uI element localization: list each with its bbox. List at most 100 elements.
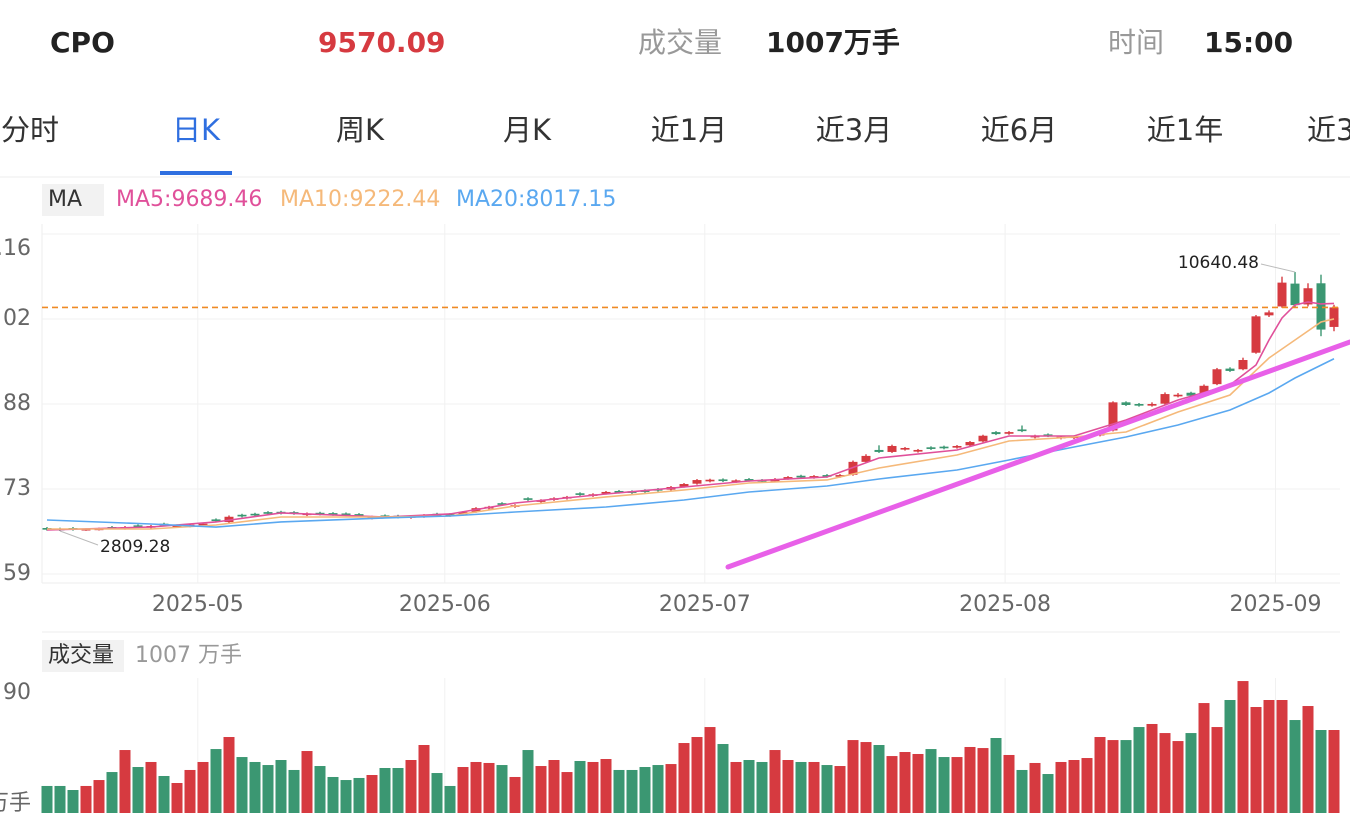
volume-bar	[912, 753, 924, 813]
volume-bar	[652, 765, 664, 813]
volume-bar	[938, 757, 950, 813]
time-label: 时间	[1108, 26, 1164, 59]
volume-bar	[1250, 707, 1262, 813]
candle-body	[341, 513, 351, 516]
volume-bar	[197, 761, 209, 813]
volume-bar	[1276, 700, 1288, 813]
legend-item: MA20:8017.15	[456, 187, 616, 212]
volume-bar	[964, 746, 976, 813]
volume-bar	[470, 761, 482, 813]
candle-body	[900, 447, 910, 450]
ma-line	[46, 358, 1335, 528]
volume-bar	[639, 767, 651, 813]
price: 9570.09	[318, 26, 446, 59]
volume-bar	[509, 776, 521, 813]
y-tick-label: 59	[3, 561, 31, 586]
volume-bar	[873, 745, 885, 813]
tab[interactable]: 近6月	[981, 113, 1057, 147]
candle-body	[315, 512, 325, 515]
legend-tag: MA	[48, 187, 82, 212]
volume-bar	[600, 759, 612, 813]
volume-bar	[288, 769, 300, 813]
candle-body	[1108, 402, 1118, 431]
candle-body	[328, 513, 338, 515]
volume-bar	[1016, 769, 1028, 813]
tab[interactable]: 近3	[1307, 113, 1350, 147]
volume-bar	[1120, 740, 1132, 813]
ma-line	[47, 318, 1335, 530]
candle-body	[978, 435, 988, 442]
symbol: CPO	[50, 26, 115, 59]
candle-body	[913, 449, 923, 452]
tab[interactable]: 月K	[503, 113, 552, 147]
candle-body	[705, 479, 715, 482]
volume-bar	[418, 745, 430, 813]
candle-body	[1290, 283, 1300, 306]
volume-bar	[457, 767, 469, 813]
candle-body	[445, 514, 455, 516]
candle-body	[1329, 307, 1339, 327]
candle-body	[354, 514, 364, 516]
volume-bar	[41, 785, 53, 813]
candle-body	[1134, 403, 1144, 406]
volume-bar	[990, 738, 1002, 813]
plot: .16 02 88 73 59 2025-05 2025-06 2025-07 2025-08 2…	[0, 187, 1340, 816]
volume-bar	[730, 761, 742, 813]
volume-bar	[327, 776, 339, 813]
candle-body	[692, 480, 702, 484]
candle-body	[965, 442, 975, 446]
candle-body	[939, 446, 949, 449]
volume-bar	[899, 752, 911, 813]
volume-bar	[405, 760, 417, 813]
volume-bar	[691, 737, 703, 813]
volume-bar	[886, 756, 898, 813]
tab-active[interactable]: 日K	[172, 113, 221, 147]
volume-bar	[1003, 754, 1015, 813]
volume-bar	[301, 751, 313, 813]
volume-bar	[1107, 740, 1119, 813]
annotation-leader	[59, 530, 99, 546]
candle-body	[887, 445, 897, 452]
volume-bar	[67, 790, 79, 813]
volume-bar	[795, 761, 807, 813]
tab[interactable]: 近3月	[816, 113, 892, 147]
volume-bar	[236, 757, 248, 813]
time-value: 15:00	[1204, 26, 1293, 59]
volume-bar	[925, 749, 937, 813]
volume-bar	[80, 785, 92, 813]
volume-bar	[210, 749, 222, 813]
volume-bar	[951, 757, 963, 813]
volume-bar	[626, 769, 638, 813]
candle-body	[718, 479, 728, 482]
v-tick-label: 90	[3, 680, 31, 705]
tab[interactable]: 周K	[336, 113, 385, 147]
candle-body	[874, 449, 884, 452]
volume-bar	[535, 766, 547, 813]
x-tick-label: 2025-08	[959, 592, 1051, 617]
volume-bar	[444, 785, 456, 813]
legend-tag-box	[42, 184, 104, 216]
volume-bar	[1224, 700, 1236, 813]
candle-body	[744, 479, 754, 481]
volume-bar	[366, 775, 378, 813]
volume-value: 1007万手	[766, 26, 900, 59]
volume-bar	[860, 742, 872, 813]
tab[interactable]: 分时	[1, 113, 59, 147]
volume-bar	[1146, 723, 1158, 813]
candle-body	[133, 525, 143, 528]
volume-bar	[1315, 730, 1327, 813]
trend-line	[725, 339, 1350, 570]
candle-body	[796, 475, 806, 478]
volume-bar	[743, 760, 755, 813]
volume-bar	[496, 765, 508, 813]
candle-body	[1264, 312, 1274, 316]
candle-body	[263, 512, 273, 514]
candle-body	[1004, 432, 1014, 434]
tab[interactable]: 近1月	[651, 113, 727, 147]
tab[interactable]: 近1年	[1147, 113, 1223, 147]
volume-bar	[223, 737, 235, 813]
volume-bar	[1289, 720, 1301, 813]
x-tick-label: 2025-06	[399, 592, 491, 617]
candle-body	[1121, 402, 1131, 405]
